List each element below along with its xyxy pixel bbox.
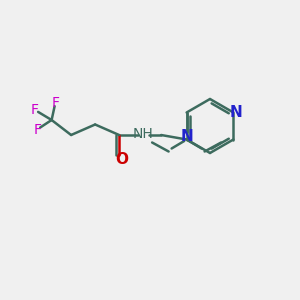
Text: N: N [180,129,193,144]
Text: NH: NH [133,127,154,140]
Text: N: N [230,105,243,120]
Text: F: F [52,96,60,110]
Text: O: O [116,152,129,167]
Text: F: F [31,103,39,116]
Text: F: F [33,124,41,137]
